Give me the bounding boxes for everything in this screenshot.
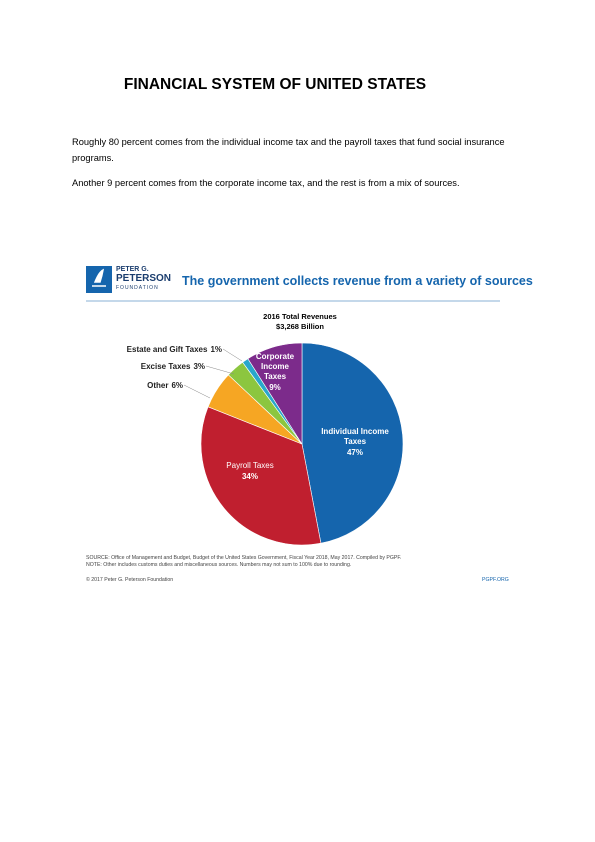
- copyright: © 2017 Peter G. Peterson Foundation: [86, 577, 174, 583]
- value-label: 1%: [210, 345, 222, 354]
- paragraph: Another 9 percent comes from the corpora…: [72, 178, 460, 188]
- leader-line: [222, 348, 243, 362]
- chart-total: $3,268 Billion: [276, 322, 324, 331]
- logo-text: PETERSON: [116, 273, 172, 284]
- category: Other: [147, 381, 169, 390]
- leader-line: [205, 365, 235, 375]
- value-label: 3%: [193, 362, 205, 371]
- chart-title: The government collects revenue from a v…: [182, 274, 533, 288]
- slice-label: Estate and Gift Taxes 1%: [100, 345, 222, 355]
- source: SOURCE: Office of Management and Budget,…: [86, 555, 402, 561]
- category: Excise Taxes: [140, 362, 191, 371]
- site: PGPF.ORG: [482, 577, 509, 583]
- pie: [183, 342, 404, 546]
- category: Corporate Income Taxes: [255, 352, 295, 381]
- chart-subtitle: 2016 Total Revenues: [263, 312, 337, 321]
- logo-text: PETER G.: [116, 266, 149, 273]
- paragraph: Roughly 80 percent comes from the indivi…: [72, 137, 505, 163]
- value-label: 34%: [241, 472, 258, 481]
- logo-icon: [92, 268, 106, 287]
- pie-slice: [200, 406, 322, 546]
- value-label: 6%: [171, 381, 183, 390]
- pie-slice: [247, 342, 303, 446]
- note: NOTE: Other includes customs duties and …: [86, 562, 352, 568]
- value-label: 9%: [269, 383, 281, 392]
- logo-text: FOUNDATION: [116, 285, 159, 291]
- leader-line: [183, 384, 211, 399]
- category: Individual Income Taxes: [321, 427, 389, 446]
- slice-label: Other 6%: [100, 381, 183, 391]
- pie-slice: [301, 342, 404, 544]
- slice-label: Excise Taxes 3%: [100, 362, 205, 372]
- value-label: 47%: [346, 448, 363, 457]
- category: Payroll Taxes: [226, 461, 274, 470]
- category: Estate and Gift Taxes: [126, 345, 208, 354]
- page-title: FINANCIAL SYSTEM OF UNITED STATES: [123, 76, 427, 93]
